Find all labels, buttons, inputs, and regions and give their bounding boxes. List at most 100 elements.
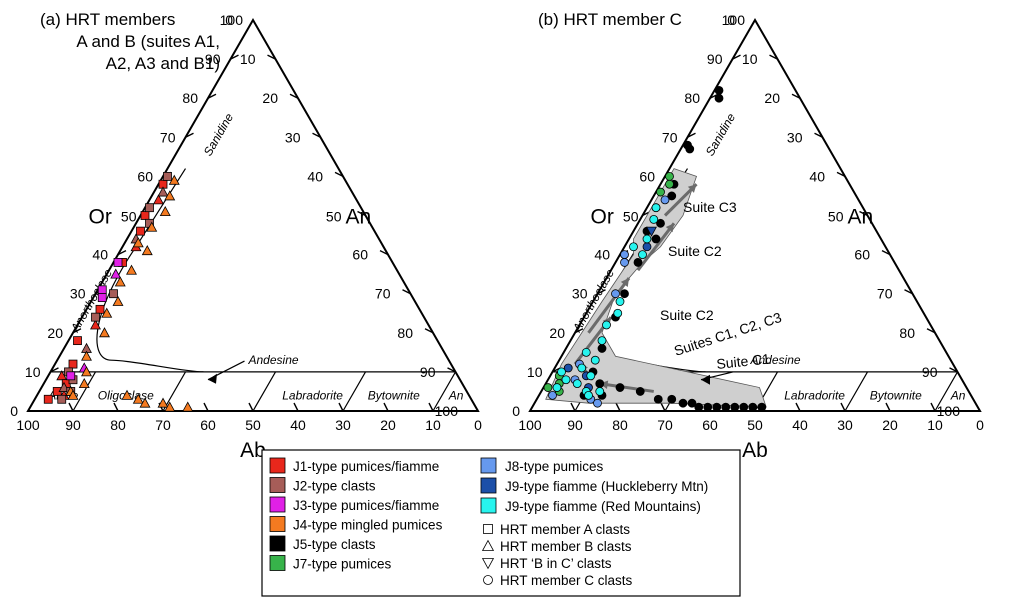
data-point [139,397,151,408]
data-point [113,258,123,267]
field-label: Bytownite [368,388,420,402]
data-point [168,174,180,185]
bottom-axis-tick-label: 70 [155,417,171,433]
data-point [694,402,704,412]
left-axis-tick-label: 80 [684,90,700,106]
legend-marker-icon [483,524,493,534]
field-boundary-line [72,371,97,412]
right-axis-tick-label: 40 [307,168,323,184]
right-axis-tick-mark [312,132,321,138]
bottom-axis-tick-mark [428,402,434,412]
bottom-axis-tick-label: 50 [245,417,261,433]
data-point [590,355,600,365]
data-point [629,242,638,252]
bottom-axis-tick-label: 40 [792,417,808,433]
bottom-axis-title: Ab [742,439,768,462]
right-axis-tick-label: 80 [397,325,413,341]
left-axis-tick-mark [50,367,59,373]
data-point [81,366,92,377]
legend-marker-icon [481,539,495,551]
bottom-axis-tick-mark [68,402,74,412]
data-point [660,195,670,205]
data-point [557,367,566,377]
data-point [68,359,78,369]
left-axis-tick-mark [732,54,741,60]
legend-swatch [269,496,286,513]
data-point [43,394,53,404]
legend-swatch [480,477,497,494]
left-axis-tick-label: 20 [549,325,565,341]
legend-swatch [269,516,286,532]
left-axis-tick-label: 50 [121,209,137,225]
bottom-axis-tick-mark [338,402,344,412]
bottom-axis-tick-label: 50 [747,417,763,433]
right-axis-tick-label: 40 [809,168,825,184]
left-axis-tick-label: 70 [662,129,678,145]
data-point [714,93,724,103]
legend-swatch [480,457,497,474]
suite-trend-arrow [636,222,676,272]
data-point [561,375,571,385]
data-point [748,402,758,412]
data-point [595,387,605,396]
data-point [687,398,697,408]
bottom-axis-tick-mark [248,402,254,412]
right-axis-tick-label: 30 [285,129,301,145]
chart-title-line: A2, A3 and B1) [106,54,220,73]
data-point [581,347,591,357]
data-point [584,390,593,400]
data-point [665,179,674,189]
data-point [651,234,661,244]
data-point [95,304,105,314]
data-point [159,205,171,216]
data-point [99,327,110,338]
data-point [67,389,79,400]
data-point [140,211,150,220]
legend-swatch [480,497,497,514]
data-point [633,258,643,267]
field-boundary-line [432,371,457,412]
suite-trend-arrow [599,382,654,393]
data-point [703,402,713,412]
right-axis-tick-mark [289,93,299,99]
bottom-axis-tick-label: 100 [16,417,40,433]
right-axis-tick-label: 70 [375,286,391,302]
field-label: An [950,388,966,402]
bottom-axis-tick-mark [885,402,891,412]
right-axis-tick-mark [949,367,958,373]
left-axis-tick-mark [117,249,127,256]
data-point [615,383,625,392]
left-axis-tick-label: 10 [25,364,41,380]
bottom-axis-tick-label: 0 [976,417,984,433]
data-point [73,336,82,346]
legend-label: J4-type mingled pumices [293,518,443,533]
data-point [712,402,722,412]
data-point [563,363,573,373]
legend-label: J9-type fiamme (Red Mountains) [505,499,701,514]
suite-label: Suite C2 [660,307,714,323]
data-point [81,350,92,361]
legend-label: HRT member A clasts [500,522,630,537]
field-boundary-line [252,371,277,412]
right-axis-tick-label: 60 [352,247,368,263]
right-axis-tick-mark [357,210,366,217]
left-axis-tick-label: 30 [572,286,588,302]
legend-label: HRT member B clasts [500,539,632,554]
data-point [602,320,611,330]
left-axis-tick-label: 50 [623,209,639,225]
data-point [593,398,602,408]
data-point [613,308,623,318]
data-point [548,390,557,400]
legend: J1-type pumices/fiamme J2-type clasts J3-t… [261,449,741,597]
data-point [157,397,169,408]
legend-box [261,449,741,597]
data-point [615,297,625,306]
data-point [121,389,133,400]
left-axis-tick-label: 90 [205,51,221,67]
field-label: An [448,388,464,402]
chart-title-line: (a) HRT members [40,10,175,29]
left-axis-tick-label: 70 [160,129,176,145]
bottom-axis-tick-label: 90 [65,417,81,433]
right-axis-tick-label: 80 [899,325,915,341]
right-axis-tick-mark [836,171,846,178]
